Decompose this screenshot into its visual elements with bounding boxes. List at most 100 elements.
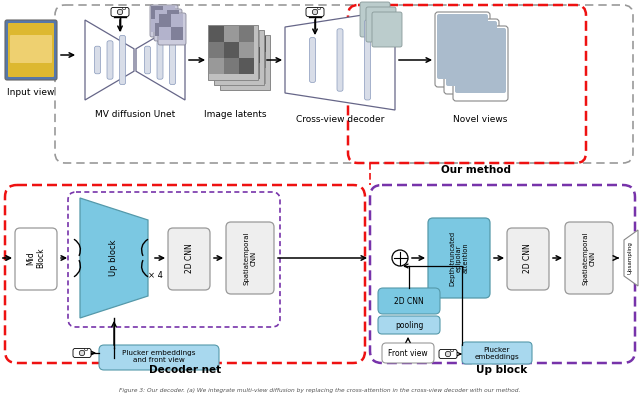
Bar	[251, 36, 266, 52]
Text: Decoder net: Decoder net	[149, 365, 221, 375]
Bar	[209, 26, 224, 42]
Text: Our method: Our method	[441, 165, 511, 175]
Text: Up block: Up block	[476, 365, 527, 375]
Text: MV diffusion Unet: MV diffusion Unet	[95, 110, 175, 119]
FancyBboxPatch shape	[10, 35, 52, 63]
Text: Mid
Block: Mid Block	[26, 248, 45, 268]
FancyBboxPatch shape	[120, 36, 125, 85]
Bar	[163, 19, 175, 32]
Bar	[171, 27, 183, 40]
Circle shape	[392, 250, 408, 266]
Bar	[251, 68, 266, 84]
Text: Novel views: Novel views	[453, 115, 507, 124]
Bar	[230, 47, 245, 63]
FancyBboxPatch shape	[170, 36, 175, 85]
Text: Front view: Front view	[388, 348, 428, 357]
Bar	[151, 19, 163, 32]
Bar	[236, 52, 251, 68]
Bar	[230, 63, 245, 79]
Bar	[220, 35, 270, 90]
FancyBboxPatch shape	[8, 23, 54, 77]
FancyBboxPatch shape	[372, 12, 402, 47]
FancyBboxPatch shape	[226, 222, 274, 294]
Bar	[159, 27, 171, 40]
FancyBboxPatch shape	[168, 228, 210, 290]
Bar	[167, 10, 179, 23]
Bar	[221, 68, 236, 84]
Bar	[224, 42, 239, 58]
FancyBboxPatch shape	[158, 13, 186, 45]
FancyBboxPatch shape	[446, 21, 497, 86]
Text: 2D CNN: 2D CNN	[524, 243, 532, 273]
FancyBboxPatch shape	[73, 348, 91, 357]
Bar	[163, 6, 175, 19]
FancyBboxPatch shape	[337, 29, 343, 91]
Bar	[209, 58, 224, 74]
Text: Input view: Input view	[7, 88, 54, 97]
Bar	[236, 36, 251, 52]
Text: Cross-view decoder: Cross-view decoder	[296, 115, 384, 124]
Bar	[208, 25, 258, 80]
Bar	[221, 36, 236, 52]
FancyBboxPatch shape	[154, 9, 182, 41]
FancyBboxPatch shape	[107, 41, 113, 79]
FancyBboxPatch shape	[437, 14, 488, 79]
Bar	[209, 42, 224, 58]
Circle shape	[312, 9, 317, 15]
Bar	[251, 52, 266, 68]
FancyBboxPatch shape	[462, 342, 532, 364]
Bar	[171, 14, 183, 27]
Bar	[155, 23, 167, 36]
FancyBboxPatch shape	[317, 8, 321, 10]
Polygon shape	[285, 10, 395, 110]
FancyBboxPatch shape	[84, 348, 88, 351]
FancyBboxPatch shape	[123, 8, 125, 10]
Bar	[239, 42, 254, 58]
Text: Upsampling: Upsampling	[627, 242, 632, 275]
Bar	[239, 58, 254, 74]
FancyBboxPatch shape	[306, 8, 324, 17]
Text: Spatiatemporal
CNN: Spatiatemporal CNN	[582, 231, 595, 285]
FancyBboxPatch shape	[150, 5, 178, 37]
FancyBboxPatch shape	[310, 38, 316, 83]
Bar	[215, 63, 230, 79]
Bar	[215, 31, 230, 47]
Bar	[215, 47, 230, 63]
Polygon shape	[624, 230, 638, 286]
Bar	[221, 52, 236, 68]
Bar	[239, 26, 254, 42]
FancyBboxPatch shape	[451, 350, 453, 352]
Polygon shape	[80, 198, 148, 318]
FancyBboxPatch shape	[435, 12, 490, 87]
FancyBboxPatch shape	[111, 8, 129, 17]
Text: Plucker
embeddings: Plucker embeddings	[475, 346, 520, 359]
FancyBboxPatch shape	[5, 20, 57, 80]
FancyBboxPatch shape	[439, 350, 457, 359]
Bar	[245, 31, 260, 47]
Text: Spatiatemporal
CNN: Spatiatemporal CNN	[243, 231, 257, 285]
Bar	[224, 26, 239, 42]
FancyBboxPatch shape	[99, 345, 219, 370]
Text: Up block: Up block	[109, 240, 118, 276]
Text: Plucker embeddings
and front view: Plucker embeddings and front view	[122, 350, 196, 363]
Bar	[245, 63, 260, 79]
Bar	[230, 31, 245, 47]
Polygon shape	[85, 20, 134, 100]
Bar	[236, 68, 251, 84]
Circle shape	[79, 350, 84, 356]
FancyBboxPatch shape	[382, 343, 434, 363]
FancyBboxPatch shape	[378, 316, 440, 334]
FancyBboxPatch shape	[507, 228, 549, 290]
Bar	[214, 30, 264, 85]
FancyBboxPatch shape	[565, 222, 613, 294]
FancyBboxPatch shape	[455, 28, 506, 93]
Text: Image latents: Image latents	[204, 110, 266, 119]
FancyBboxPatch shape	[428, 218, 490, 298]
Circle shape	[117, 9, 123, 15]
Bar	[159, 14, 171, 27]
FancyBboxPatch shape	[365, 20, 371, 100]
FancyBboxPatch shape	[145, 46, 150, 74]
FancyBboxPatch shape	[95, 46, 100, 74]
Bar	[167, 23, 179, 36]
FancyBboxPatch shape	[157, 41, 163, 79]
